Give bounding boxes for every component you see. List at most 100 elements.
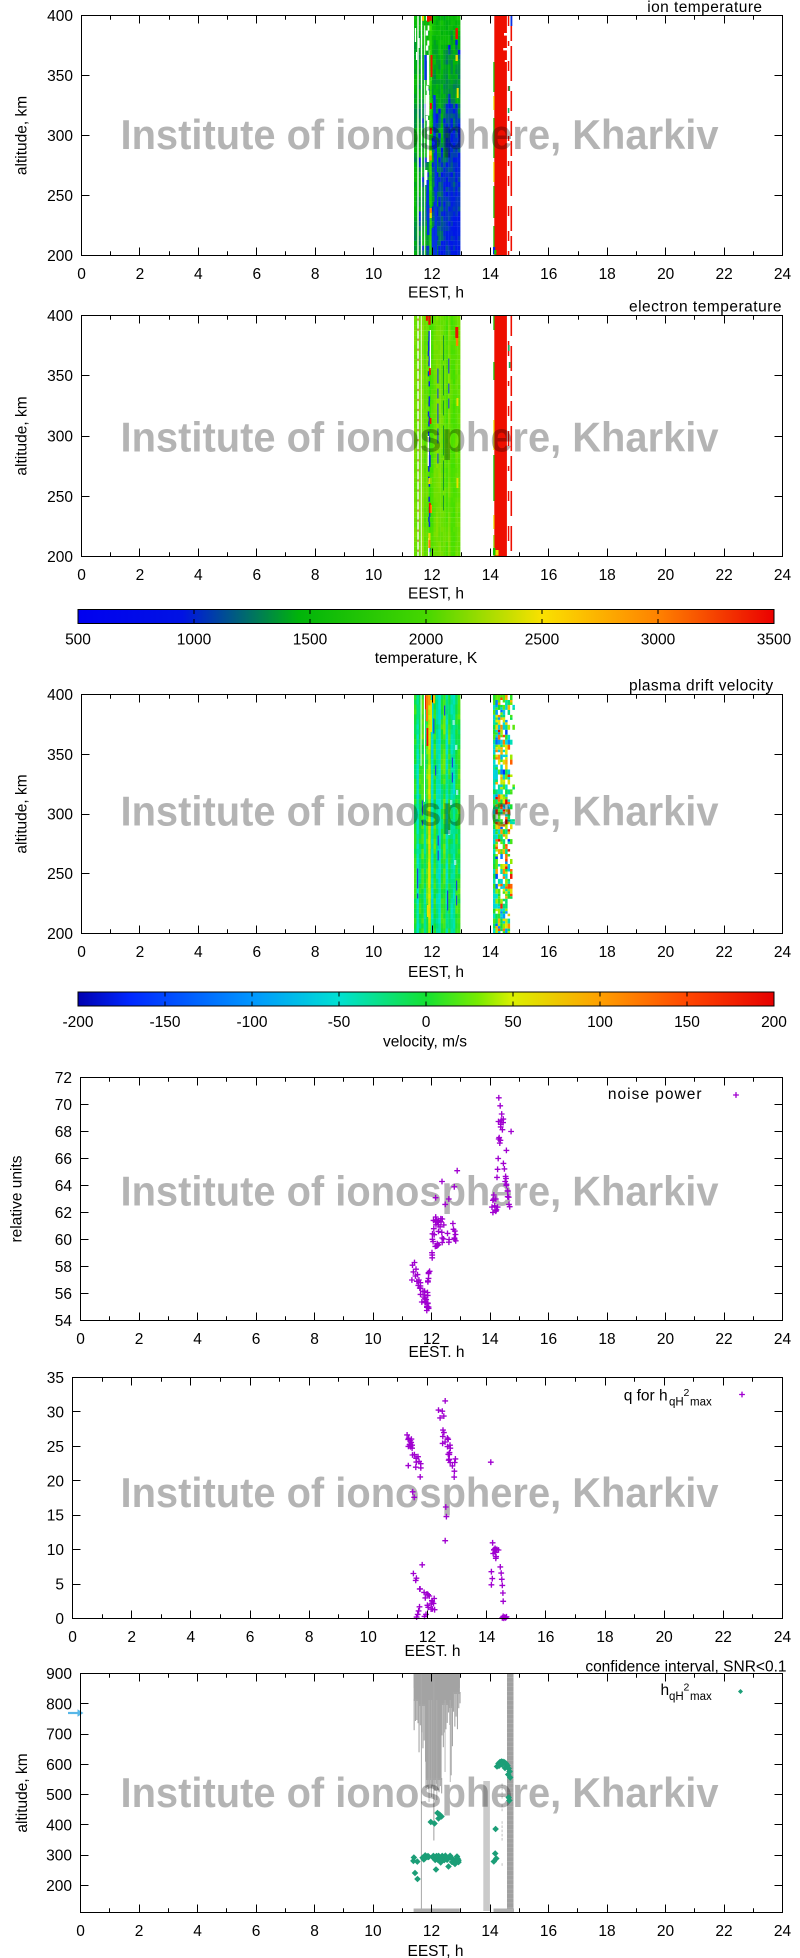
svg-text:0: 0 [422, 1014, 431, 1031]
svg-text:68: 68 [55, 1124, 72, 1141]
svg-text:700: 700 [46, 1727, 72, 1744]
svg-text:10: 10 [365, 944, 383, 961]
svg-text:22: 22 [715, 1629, 732, 1646]
svg-text:14: 14 [481, 1331, 499, 1348]
svg-text:8: 8 [310, 1331, 319, 1348]
svg-text:h: h [661, 1682, 670, 1699]
svg-text:0: 0 [76, 1923, 85, 1940]
svg-text:14: 14 [482, 567, 500, 584]
svg-text:max: max [690, 1397, 712, 1409]
svg-text:16: 16 [540, 1331, 557, 1348]
svg-text:20: 20 [657, 1331, 675, 1348]
svg-text:2: 2 [684, 1682, 690, 1694]
svg-text:30: 30 [47, 1404, 65, 1421]
svg-text:300: 300 [47, 128, 73, 145]
svg-text:12: 12 [423, 1331, 440, 1348]
svg-text:350: 350 [47, 747, 73, 764]
svg-text:12: 12 [423, 266, 440, 283]
svg-text:16: 16 [537, 1629, 554, 1646]
svg-text:-100: -100 [236, 1014, 267, 1031]
svg-text:2: 2 [684, 1387, 690, 1399]
svg-text:14: 14 [482, 266, 500, 283]
svg-text:72: 72 [55, 1070, 72, 1087]
svg-text:Institute of ionosphere, Khark: Institute of ionosphere, Kharkiv [121, 1769, 720, 1816]
svg-text:24: 24 [774, 266, 792, 283]
svg-text:EEST. h: EEST. h [409, 1344, 465, 1361]
svg-text:confidence interval, SNR<0.1: confidence interval, SNR<0.1 [585, 1658, 786, 1675]
svg-text:500: 500 [65, 632, 91, 649]
svg-text:relative units: relative units [9, 1155, 26, 1242]
svg-text:20: 20 [656, 1629, 674, 1646]
svg-text:18: 18 [598, 1331, 615, 1348]
svg-text:-150: -150 [149, 1014, 180, 1031]
svg-text:Institute of ionosphere, Khark: Institute of ionosphere, Kharkiv [121, 111, 720, 158]
svg-text:20: 20 [657, 266, 675, 283]
svg-text:18: 18 [599, 567, 616, 584]
svg-text:22: 22 [715, 1331, 732, 1348]
svg-text:noise power: noise power [608, 1086, 703, 1103]
svg-text:10: 10 [47, 1542, 65, 1559]
svg-text:3000: 3000 [641, 632, 676, 649]
svg-text:20: 20 [657, 1923, 675, 1940]
svg-text:900: 900 [46, 1666, 72, 1683]
svg-text:altitude, km: altitude, km [14, 1753, 31, 1832]
svg-text:250: 250 [47, 489, 73, 506]
svg-text:8: 8 [311, 266, 320, 283]
svg-text:250: 250 [47, 866, 73, 883]
svg-text:5: 5 [55, 1577, 64, 1594]
svg-text:58: 58 [55, 1259, 72, 1276]
svg-text:q for h: q for h [624, 1388, 668, 1405]
svg-text:2: 2 [135, 1923, 144, 1940]
svg-text:0: 0 [77, 266, 86, 283]
svg-text:6: 6 [252, 1331, 261, 1348]
svg-text:Institute of ionosphere, Khark: Institute of ionosphere, Kharkiv [121, 1168, 720, 1215]
svg-text:10: 10 [360, 1629, 378, 1646]
svg-text:12: 12 [423, 1923, 440, 1940]
svg-text:Institute of ionosphere, Khark: Institute of ionosphere, Kharkiv [121, 413, 720, 460]
svg-text:56: 56 [55, 1286, 72, 1303]
svg-text:800: 800 [46, 1696, 72, 1713]
svg-text:altitude, km: altitude, km [14, 96, 31, 175]
svg-text:16: 16 [540, 1923, 557, 1940]
svg-text:300: 300 [47, 429, 73, 446]
svg-text:500: 500 [46, 1787, 72, 1804]
svg-text:18: 18 [599, 944, 616, 961]
svg-text:200: 200 [47, 248, 73, 265]
svg-text:20: 20 [47, 1473, 65, 1490]
svg-text:2: 2 [135, 1331, 144, 1348]
svg-text:ion temperature: ion temperature [647, 0, 762, 16]
svg-text:0: 0 [55, 1611, 64, 1628]
svg-text:400: 400 [46, 1817, 72, 1834]
svg-text:18: 18 [596, 1629, 613, 1646]
svg-text:2: 2 [136, 266, 145, 283]
svg-text:35: 35 [47, 1370, 64, 1387]
svg-text:24: 24 [774, 944, 792, 961]
svg-text:8: 8 [310, 1923, 319, 1940]
svg-text:66: 66 [55, 1151, 72, 1168]
svg-text:qH: qH [669, 1397, 684, 1409]
svg-text:2000: 2000 [409, 632, 444, 649]
svg-text:12: 12 [423, 944, 440, 961]
svg-text:20: 20 [657, 567, 675, 584]
svg-text:64: 64 [55, 1178, 73, 1195]
svg-text:10: 10 [365, 266, 383, 283]
svg-text:16: 16 [540, 567, 557, 584]
svg-text:plasma drift velocity: plasma drift velocity [629, 678, 774, 695]
svg-text:0: 0 [68, 1629, 77, 1646]
svg-text:Institute of ionosphere, Khark: Institute of ionosphere, Kharkiv [121, 788, 720, 835]
svg-text:6: 6 [252, 567, 261, 584]
svg-text:EEST. h: EEST. h [405, 1643, 461, 1660]
svg-text:15: 15 [47, 1508, 64, 1525]
svg-text:24: 24 [774, 567, 792, 584]
svg-text:altitude, km: altitude, km [14, 396, 31, 475]
svg-text:2: 2 [127, 1629, 136, 1646]
svg-text:4: 4 [194, 944, 203, 961]
svg-text:4: 4 [193, 1923, 202, 1940]
svg-text:22: 22 [715, 1923, 732, 1940]
svg-text:60: 60 [55, 1232, 73, 1249]
svg-text:6: 6 [252, 1923, 261, 1940]
svg-text:-50: -50 [328, 1014, 351, 1031]
svg-text:350: 350 [47, 68, 73, 85]
svg-text:54: 54 [55, 1313, 73, 1330]
svg-text:12: 12 [423, 567, 440, 584]
